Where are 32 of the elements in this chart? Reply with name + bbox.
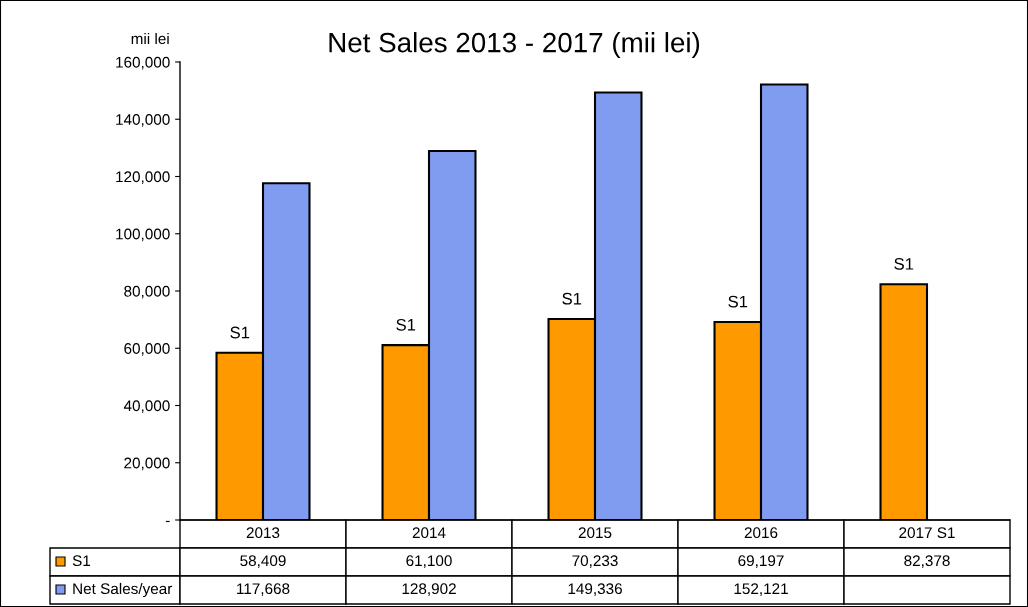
y-axis-title: mii lei — [131, 32, 169, 45]
y-tick-label: 40,000 — [123, 400, 170, 413]
data-label: 69,197 — [738, 555, 784, 568]
annotation: S1 — [230, 326, 250, 339]
data-label: 117,668 — [237, 583, 290, 596]
y-tick-label: 100,000 — [116, 228, 170, 242]
data-label: 128,902 — [402, 583, 456, 596]
annotation: S1 — [396, 318, 416, 331]
data-label: 58,409 — [240, 555, 286, 568]
y-tick-label: 140,000 — [116, 114, 170, 127]
y-tick-label: 160,000 — [116, 56, 170, 70]
data-label: 149,336 — [568, 583, 622, 596]
y-tick-label: 80,000 — [124, 285, 170, 299]
x-tick-label: 2013 — [246, 527, 280, 539]
x-tick-label: 2014 — [412, 527, 446, 539]
legend-label: S1 — [72, 555, 91, 567]
y-tick-label: 20,000 — [124, 457, 170, 471]
data-label: 61,100 — [406, 555, 452, 568]
data-label: 82,378 — [904, 555, 950, 568]
x-tick-label: 2016 — [744, 527, 778, 539]
data-label: 70,233 — [572, 555, 618, 568]
x-tick-label: 2017 S1 — [899, 527, 955, 539]
y-tick-label: 60,000 — [124, 343, 170, 356]
legend-label: Net Sales/year — [73, 582, 173, 598]
annotation: S1 — [562, 292, 582, 305]
annotation: S1 — [728, 295, 748, 308]
chart-title: Net Sales 2013 - 2017 (mii lei) — [329, 32, 700, 58]
x-tick-label: 2015 — [578, 527, 612, 539]
annotation: S1 — [894, 257, 914, 270]
data-label: 152,121 — [734, 583, 788, 596]
y-tick-label: - — [165, 520, 170, 523]
y-tick-label: 120,000 — [116, 171, 170, 184]
